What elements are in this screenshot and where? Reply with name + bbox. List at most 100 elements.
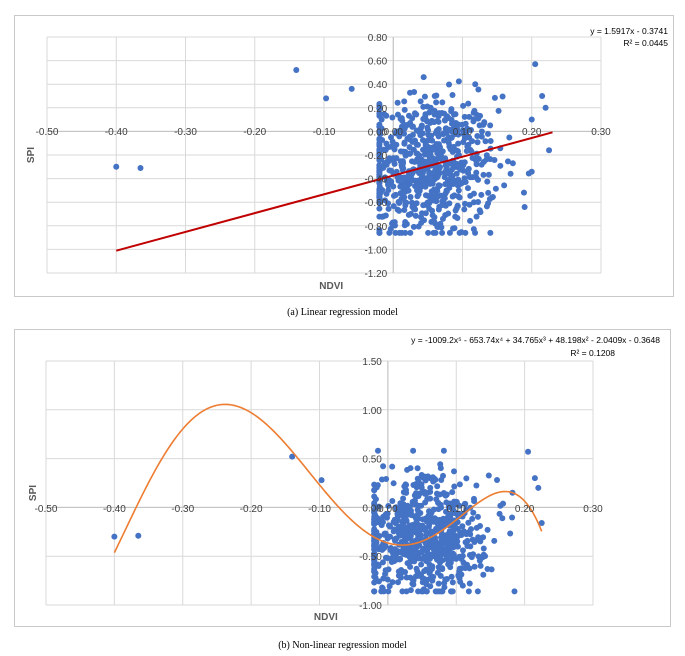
data-point bbox=[429, 195, 436, 202]
data-point bbox=[410, 205, 417, 212]
data-point bbox=[424, 159, 431, 166]
data-point bbox=[389, 114, 396, 121]
data-point bbox=[418, 561, 425, 568]
data-point bbox=[404, 531, 411, 538]
points-layer bbox=[111, 447, 545, 595]
data-point bbox=[449, 588, 456, 595]
data-point bbox=[448, 573, 455, 580]
data-point bbox=[376, 183, 383, 190]
data-point bbox=[476, 207, 483, 214]
data-point bbox=[412, 137, 419, 144]
data-point bbox=[460, 547, 467, 554]
data-point bbox=[478, 128, 485, 135]
data-point bbox=[430, 573, 437, 580]
data-point bbox=[436, 110, 443, 117]
y-tick-label: -1.00 bbox=[359, 601, 382, 612]
data-point bbox=[440, 515, 447, 522]
data-point bbox=[440, 447, 447, 454]
data-point bbox=[422, 175, 429, 182]
data-point bbox=[393, 128, 400, 135]
data-point bbox=[380, 544, 387, 551]
data-point bbox=[380, 463, 387, 470]
data-point bbox=[497, 162, 504, 169]
data-point bbox=[383, 140, 390, 147]
data-point bbox=[410, 543, 417, 550]
data-point bbox=[421, 151, 428, 158]
data-point bbox=[467, 217, 474, 224]
data-point bbox=[496, 510, 503, 517]
data-point bbox=[454, 202, 461, 209]
data-point bbox=[455, 140, 462, 147]
data-point bbox=[491, 94, 498, 101]
data-point bbox=[451, 468, 458, 475]
data-point bbox=[487, 138, 494, 145]
data-point bbox=[454, 128, 461, 135]
data-point bbox=[391, 558, 398, 565]
data-point bbox=[390, 183, 397, 190]
data-point bbox=[415, 189, 422, 196]
data-point bbox=[437, 461, 444, 468]
data-point bbox=[483, 156, 490, 163]
data-point bbox=[379, 559, 386, 566]
data-point bbox=[406, 180, 413, 187]
data-point bbox=[407, 174, 414, 181]
data-point bbox=[371, 561, 378, 568]
data-point bbox=[465, 165, 472, 172]
y-tick-label: -1.20 bbox=[364, 269, 387, 280]
data-point bbox=[371, 550, 378, 557]
data-point bbox=[418, 502, 425, 509]
data-point bbox=[425, 127, 432, 134]
data-point bbox=[469, 138, 476, 145]
data-point bbox=[426, 169, 433, 176]
data-point bbox=[427, 495, 434, 502]
data-point bbox=[397, 190, 404, 197]
data-point bbox=[401, 194, 408, 201]
data-point bbox=[456, 481, 463, 488]
data-point bbox=[386, 583, 393, 590]
x-tick-label: -0.40 bbox=[103, 504, 126, 515]
data-point bbox=[394, 99, 401, 106]
data-point bbox=[413, 200, 420, 207]
data-point bbox=[485, 472, 492, 479]
data-point bbox=[437, 543, 444, 550]
data-point bbox=[402, 152, 409, 159]
data-point bbox=[455, 187, 462, 194]
data-point bbox=[443, 125, 450, 132]
data-point bbox=[451, 225, 458, 232]
data-point bbox=[419, 167, 426, 174]
data-point bbox=[431, 92, 438, 99]
y-axis-title: SPI bbox=[26, 147, 37, 163]
data-point bbox=[383, 513, 390, 520]
data-point bbox=[475, 534, 482, 541]
x-tick-label: 0.20 bbox=[515, 504, 535, 515]
data-point bbox=[485, 200, 492, 207]
data-point bbox=[439, 202, 446, 209]
x-tick-label: -0.50 bbox=[36, 127, 59, 138]
data-point bbox=[400, 501, 407, 508]
data-point bbox=[424, 548, 431, 555]
data-point bbox=[446, 135, 453, 142]
data-point bbox=[376, 162, 383, 169]
data-point bbox=[446, 200, 453, 207]
x-tick-label: -0.30 bbox=[174, 127, 197, 138]
data-point bbox=[376, 123, 383, 130]
data-point bbox=[464, 185, 471, 192]
data-point bbox=[472, 81, 479, 88]
data-point bbox=[402, 199, 409, 206]
data-point bbox=[419, 516, 426, 523]
data-point bbox=[405, 187, 412, 194]
data-point bbox=[445, 561, 452, 568]
data-point bbox=[371, 538, 378, 545]
data-point bbox=[428, 144, 435, 151]
data-point bbox=[371, 487, 378, 494]
data-point bbox=[467, 531, 474, 538]
data-point bbox=[484, 566, 491, 573]
y-tick-label: 0.80 bbox=[368, 33, 388, 44]
data-point bbox=[412, 553, 419, 560]
data-point bbox=[425, 137, 432, 144]
data-point bbox=[376, 100, 383, 107]
polynomial-trendline bbox=[113, 403, 543, 553]
data-point bbox=[421, 93, 428, 100]
data-point bbox=[473, 169, 480, 176]
data-point bbox=[384, 157, 391, 164]
